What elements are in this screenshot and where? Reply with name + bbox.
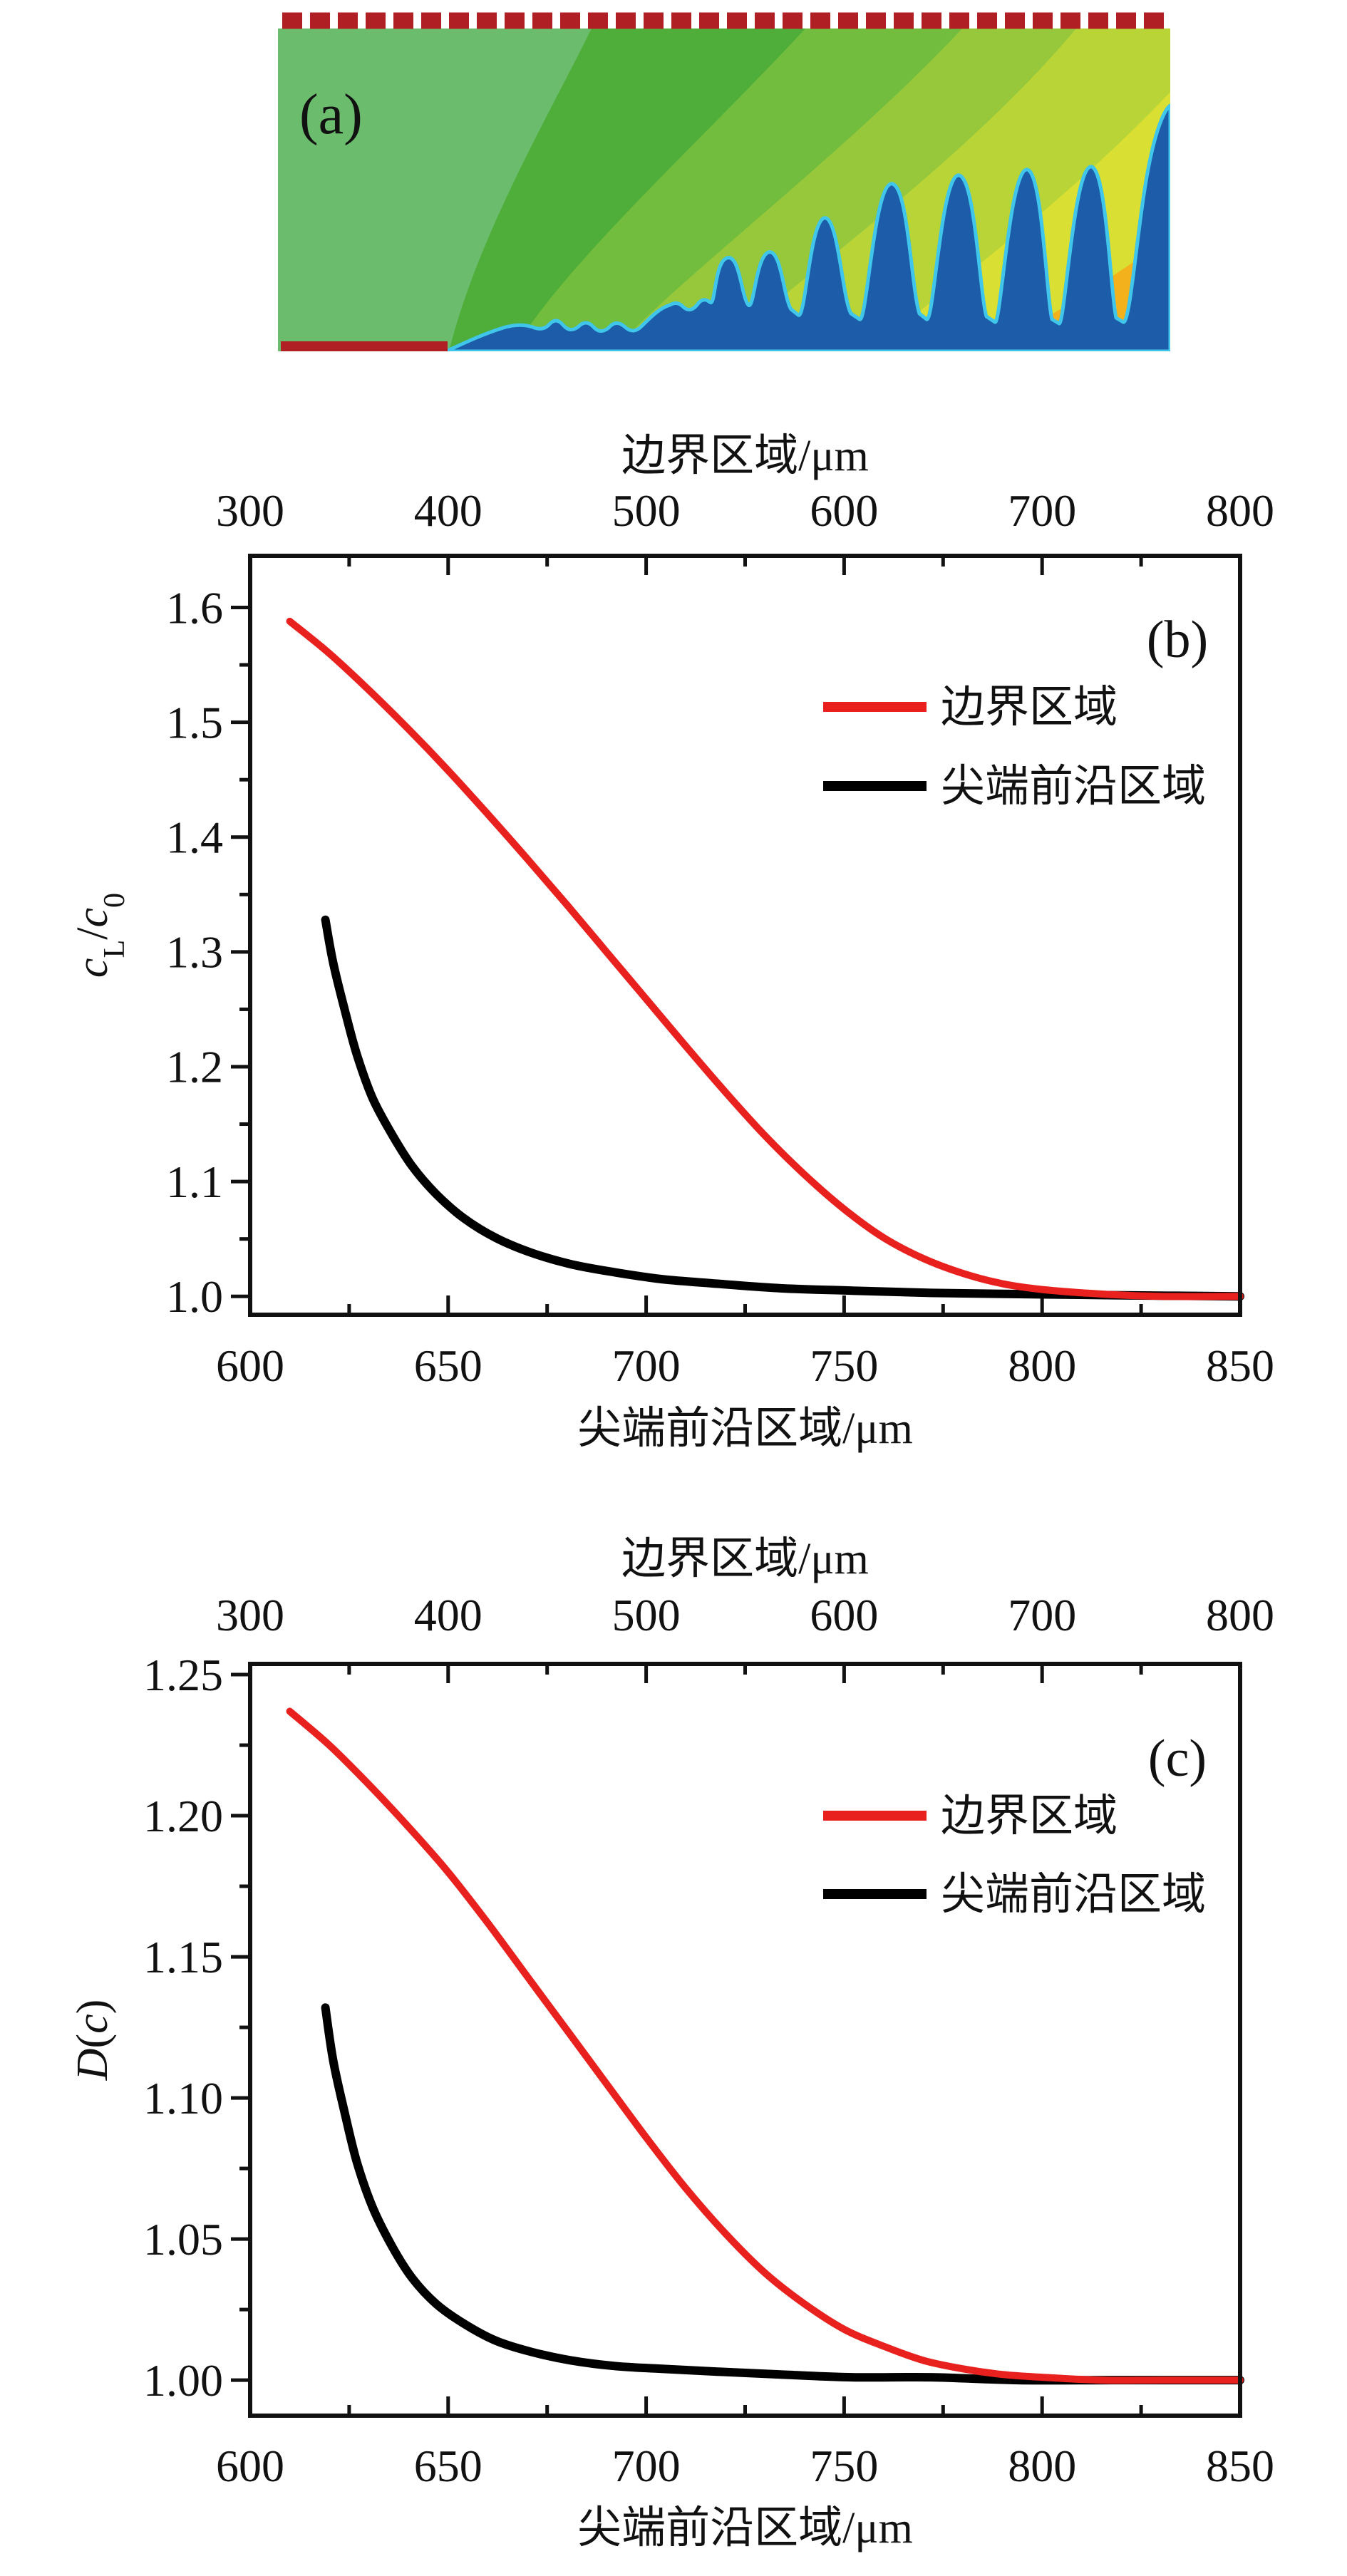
legend-label: 边界区域 bbox=[941, 1792, 1118, 1841]
legend-label: 边界区域 bbox=[941, 683, 1118, 732]
top-axis-tick-label: 500 bbox=[612, 1590, 681, 1640]
y-axis-tick-label: 1.05 bbox=[143, 2214, 223, 2265]
y-axis-tick-label: 1.2 bbox=[166, 1042, 223, 1092]
top-axis-tick-label: 400 bbox=[414, 485, 482, 536]
y-axis-title: D(c) bbox=[68, 2000, 117, 2081]
concentration-field bbox=[278, 29, 1170, 351]
panel-a-svg bbox=[278, 12, 1170, 351]
y-axis-tick-label: 1.1 bbox=[166, 1157, 223, 1207]
top-axis-tick-label: 400 bbox=[414, 1590, 482, 1640]
bottom-axis-tick-label: 600 bbox=[216, 2441, 284, 2491]
y-axis-tick-label: 1.6 bbox=[166, 582, 223, 633]
top-axis-tick-label: 300 bbox=[216, 1590, 284, 1640]
y-axis-tick-label: 1.15 bbox=[143, 1932, 223, 1982]
y-axis-title: cL/c0 bbox=[68, 893, 131, 978]
bottom-axis-tick-label: 600 bbox=[216, 1340, 284, 1391]
series-curve-red bbox=[286, 1707, 1244, 2384]
bottom-axis-tick-label: 650 bbox=[414, 2441, 482, 2491]
series-curve-black bbox=[321, 915, 1244, 1301]
plot-frame bbox=[248, 1662, 1242, 2418]
bottom-axis-tick-label: 750 bbox=[810, 2441, 878, 2491]
bottom-axis-tick-label: 700 bbox=[612, 2441, 681, 2491]
top-axis-tick-label: 800 bbox=[1206, 485, 1274, 536]
panel-a-contour-image: (a) bbox=[278, 9, 1170, 359]
bottom-axis-tick-label: 800 bbox=[1008, 1340, 1076, 1391]
chart-c: 边界区域/μm 300 400 500 600 700 800 尖端前沿区域/μm 600 650… bbox=[68, 1535, 1274, 2552]
y-axis-tick-label: 1.10 bbox=[143, 2073, 223, 2124]
top-axis-tick-label: 300 bbox=[216, 485, 284, 536]
series-curve-red bbox=[286, 617, 1244, 1300]
solid-phase-dendrites bbox=[444, 103, 1170, 351]
bottom-axis-tick-label: 850 bbox=[1206, 1340, 1274, 1391]
top-axis-tick-label: 600 bbox=[810, 1590, 878, 1640]
y-axis-tick-label: 1.3 bbox=[166, 927, 223, 978]
y-axis-tick-label: 1.25 bbox=[143, 1650, 223, 1700]
top-axis-tick-label: 500 bbox=[612, 485, 681, 536]
panel-a-letter: (a) bbox=[299, 83, 363, 146]
panel-letter: (c) bbox=[1148, 1729, 1207, 1788]
panel-letter: (b) bbox=[1147, 611, 1208, 669]
y-axis-tick-label: 1.4 bbox=[166, 812, 223, 863]
bottom-axis-tick-label: 650 bbox=[414, 1340, 482, 1391]
y-axis-tick-label: 1.00 bbox=[143, 2355, 223, 2406]
bottom-axis-tick-label: 700 bbox=[612, 1340, 681, 1391]
legend-label: 尖端前沿区域 bbox=[941, 762, 1206, 811]
bottom-axis-tick-label: 850 bbox=[1206, 2441, 1274, 2491]
plot-frame bbox=[248, 554, 1242, 1317]
legend-label: 尖端前沿区域 bbox=[941, 1871, 1206, 1919]
bottom-axis-title: 尖端前沿区域/μm bbox=[577, 1405, 913, 1453]
top-axis-tick-label: 700 bbox=[1008, 485, 1076, 536]
top-axis-title: 边界区域/μm bbox=[621, 1535, 869, 1583]
y-axis-tick-label: 1.0 bbox=[166, 1271, 223, 1322]
bottom-axis-title: 尖端前沿区域/μm bbox=[577, 2504, 913, 2552]
y-axis-tick-label: 1.20 bbox=[143, 1791, 223, 1841]
top-axis-tick-label: 700 bbox=[1008, 1590, 1076, 1640]
contour-band-7 bbox=[991, 29, 1170, 351]
top-axis-tick-label: 800 bbox=[1206, 1590, 1274, 1640]
bottom-axis-tick-label: 750 bbox=[810, 1340, 878, 1391]
top-axis-title: 边界区域/μm bbox=[621, 432, 869, 480]
chart-b: 边界区域/μm 300 400 500 600 700 800 尖端前沿区域/μm 600 650… bbox=[68, 432, 1274, 1453]
top-axis-tick-label: 600 bbox=[810, 485, 878, 536]
y-axis-tick-label: 1.5 bbox=[166, 697, 223, 748]
bottom-axis-tick-label: 800 bbox=[1008, 2441, 1076, 2491]
series-curve-black bbox=[321, 2003, 1244, 2385]
